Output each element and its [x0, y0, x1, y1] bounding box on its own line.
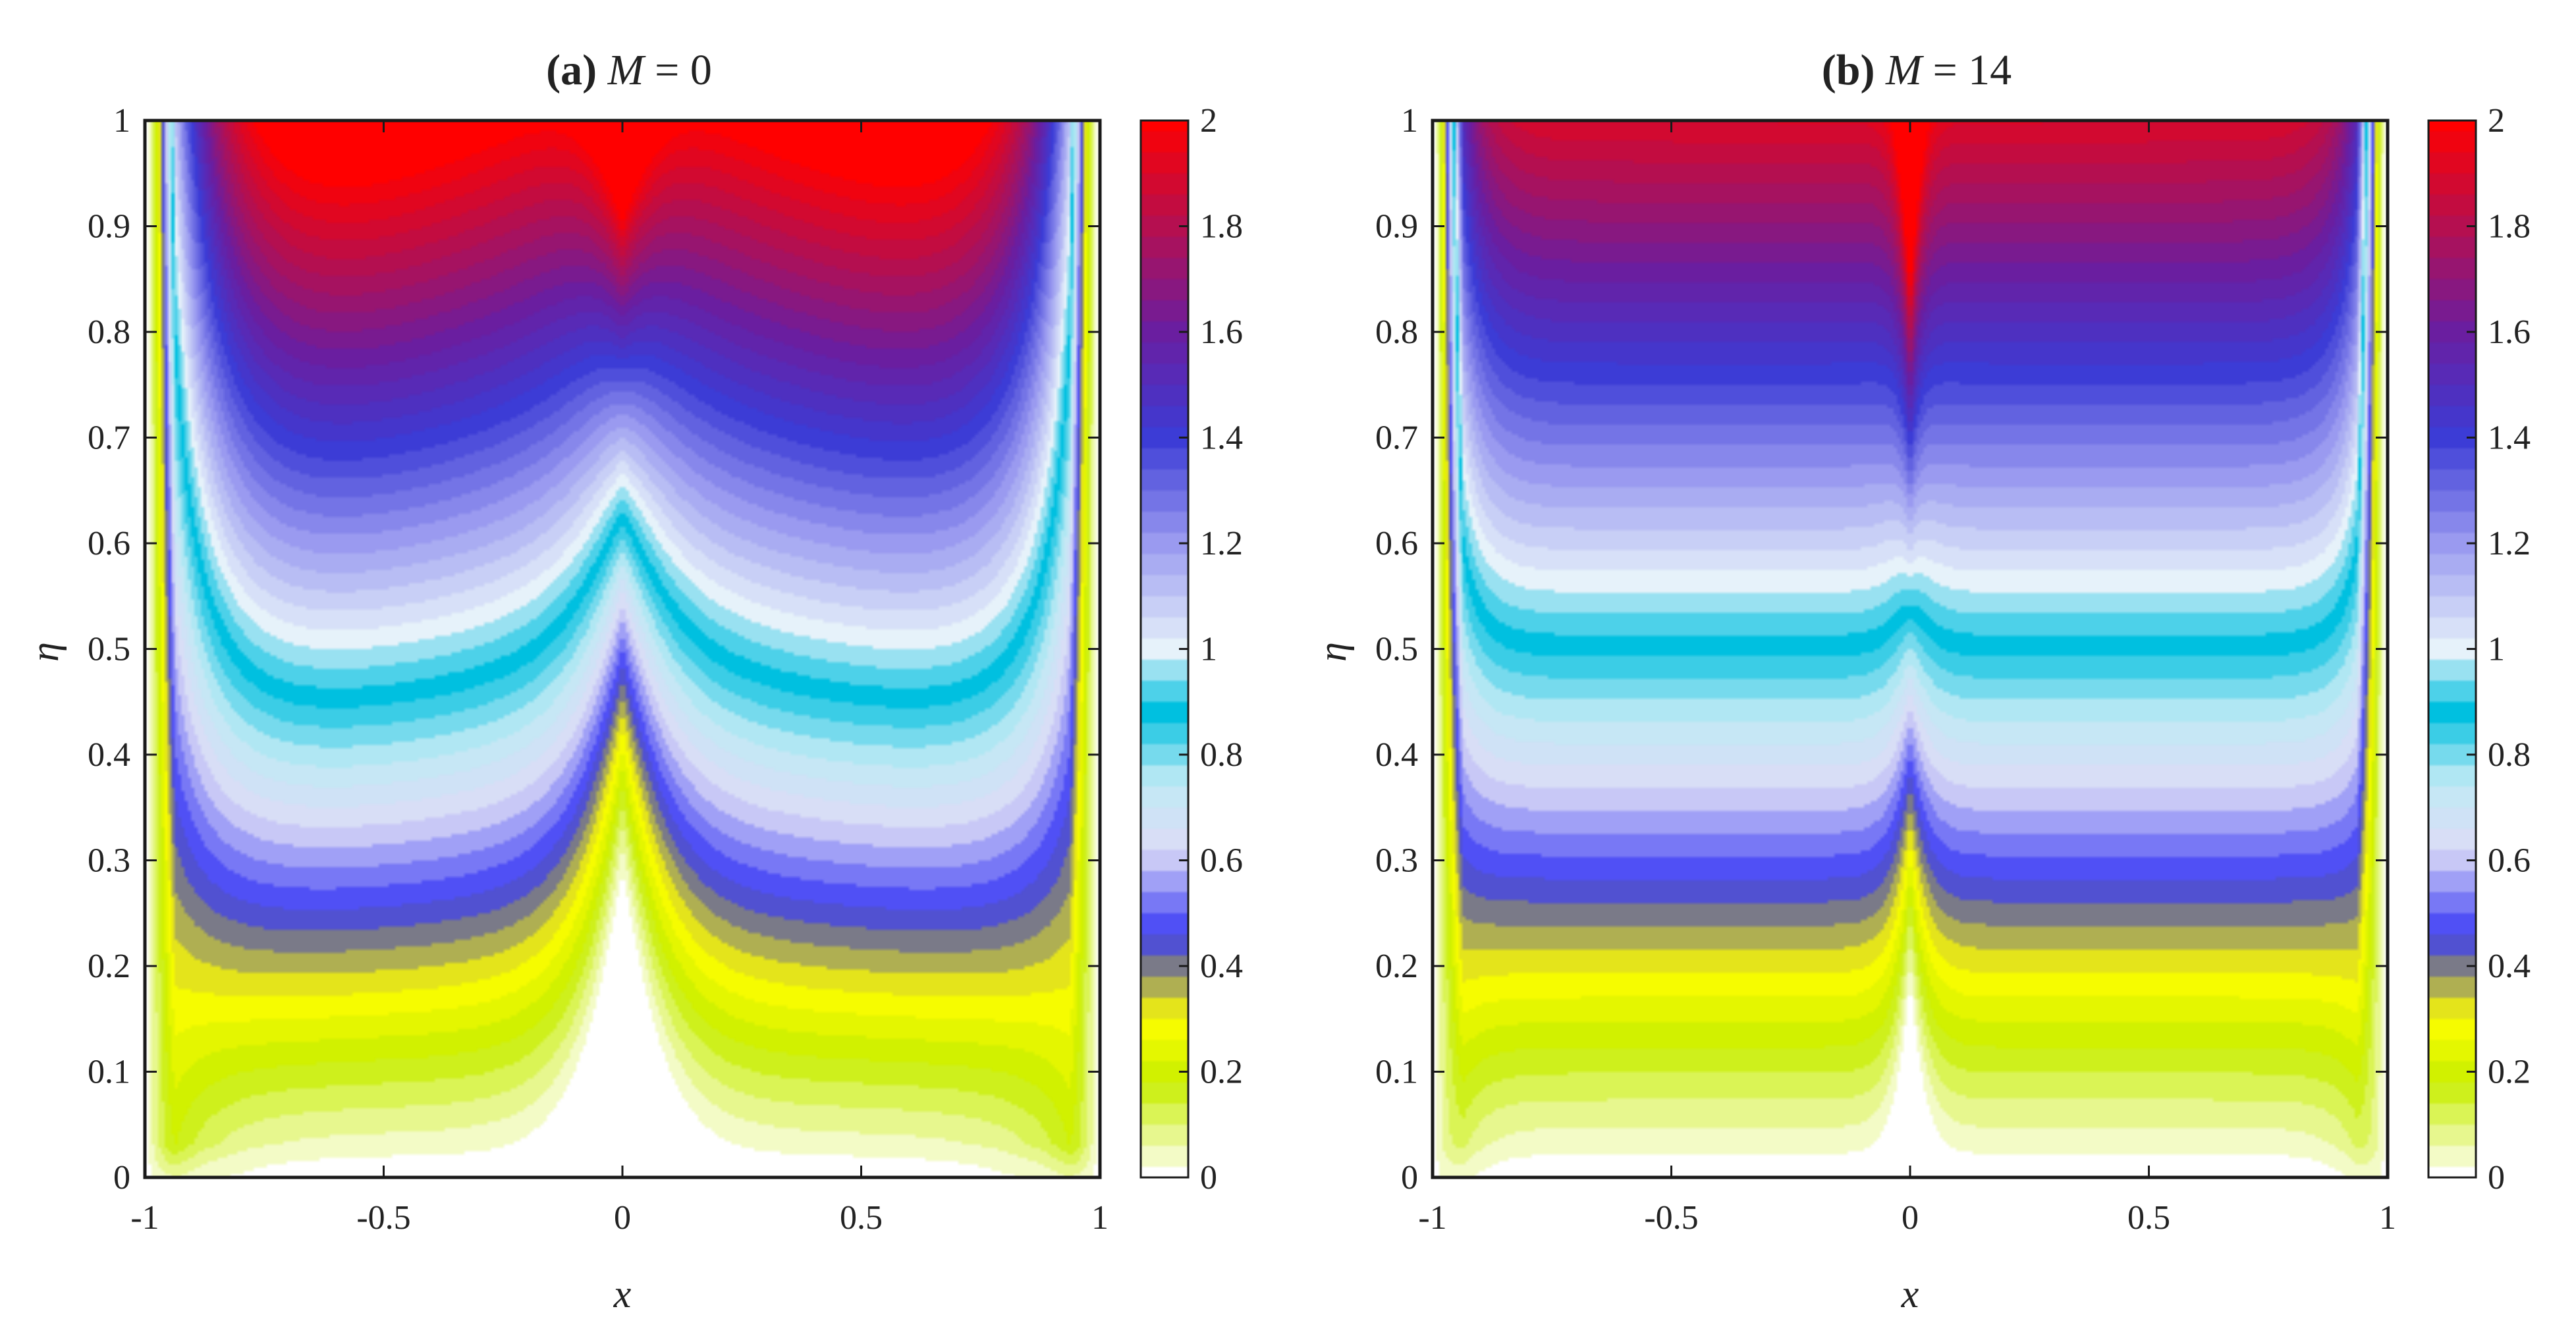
x-axis-label: x — [1901, 1272, 1919, 1316]
y-axis-label: η — [23, 642, 67, 662]
y-tick-label: 0.8 — [1375, 313, 1418, 351]
colorbar-tick-label: 0 — [2488, 1159, 2505, 1196]
chart-title: (b) M = 14 — [1822, 46, 2012, 94]
colorbar-tick-label: 1.8 — [2488, 208, 2531, 246]
y-tick-label: 0 — [1401, 1159, 1418, 1196]
x-tick-label: 0 — [614, 1199, 631, 1237]
y-axis-label: η — [1311, 642, 1354, 662]
title-tag: (a) — [546, 46, 597, 94]
y-tick-label: 0.2 — [1375, 948, 1418, 985]
x-axis: -1 -0.5 0 0.5 1 — [130, 121, 1109, 1237]
y-tick-label: 0.6 — [1375, 525, 1418, 562]
y-tick-label: 0 — [113, 1159, 130, 1196]
y-tick-label: 0.4 — [88, 736, 130, 774]
chart-a: (a) M = 0 -1 -0.5 0 0.5 1 0 0.1 0.2 0.3 0.4 0.5 0.… — [23, 46, 1243, 1316]
y-tick-label: 0.7 — [88, 419, 130, 457]
colorbar-tick-label: 0.8 — [1200, 736, 1243, 774]
y-tick-label: 0.9 — [1375, 208, 1418, 246]
x-axis: -1 -0.5 0 0.5 1 — [1418, 121, 2396, 1237]
title-value: = 14 — [1922, 46, 2012, 94]
x-tick-label: -0.5 — [1644, 1199, 1698, 1237]
y-tick-label: 0.5 — [88, 631, 130, 668]
colorbar-tick-label: 1.4 — [1200, 419, 1243, 457]
y-tick-label: 0.1 — [88, 1054, 130, 1091]
y-tick-label: 0.3 — [88, 842, 130, 880]
x-tick-label: 1 — [1091, 1199, 1109, 1237]
chart-b: (b) M = 14 -1 -0.5 0 0.5 1 00.10.20.30.40.50… — [1311, 46, 2531, 1316]
colorbar-tick-label: 1.6 — [2488, 313, 2531, 351]
y-tick-label: 0.4 — [1375, 736, 1418, 774]
colorbar-tick-label: 1.2 — [1200, 525, 1243, 562]
colorbar-tick-label: 2 — [2488, 102, 2505, 140]
colorbar-tick-label: 2 — [1200, 102, 1217, 140]
colorbar-tick-label: 1 — [1200, 631, 1217, 668]
y-tick-label: 0.6 — [88, 525, 130, 562]
chart-title: (a) M = 0 — [546, 46, 712, 94]
y-tick-label: 0.2 — [88, 948, 130, 985]
colorbar-tick-label: 0.2 — [1200, 1054, 1243, 1091]
y-tick-label: 0.9 — [88, 208, 130, 246]
colorbar-tick-label: 0 — [1200, 1159, 1217, 1196]
title-value: = 0 — [644, 46, 712, 94]
x-tick-label: 0.5 — [2127, 1199, 2170, 1237]
y-tick-label: 0.3 — [1375, 842, 1418, 880]
colorbar-axis: 0 0.2 0.4 0.6 0.8 1 1.2 1.4 1.6 1.8 2 — [1179, 102, 1243, 1196]
y-tick-label: 0.8 — [88, 313, 130, 351]
colorbar-tick-label: 1.8 — [1200, 208, 1243, 246]
colorbar-tick-label: 1.6 — [1200, 313, 1243, 351]
x-tick-label: -1 — [1418, 1199, 1446, 1237]
x-axis-label: x — [613, 1272, 632, 1316]
y-tick-label: 1 — [1401, 102, 1418, 140]
x-tick-label: -0.5 — [356, 1199, 410, 1237]
heatmap-image — [145, 121, 1100, 1177]
y-axis: 0 0.1 0.2 0.3 0.4 0.5 0.6 0.7 0.8 0.9 1 — [1375, 102, 2388, 1196]
panel-a: (a) M = 0 -1 -0.5 0 0.5 1 0 0.1 0.2 0.3 0.4 0.5 0.… — [0, 0, 1288, 1341]
panel-b: (b) M = 14 -1 -0.5 0 0.5 1 0 0.1 0.2 0.3 0.4 0.5 0… — [1288, 0, 2575, 1341]
colorbar-tick-label: 0.4 — [1200, 948, 1243, 985]
colorbar-tick-label: 0.4 — [2488, 948, 2531, 985]
colorbar-tick-label: 0.8 — [2488, 736, 2531, 774]
y-tick-label: 0.5 — [1375, 631, 1418, 668]
x-tick-label: -1 — [130, 1199, 159, 1237]
colorbar-tick-label: 0.6 — [2488, 842, 2531, 880]
colorbar-tick-label: 0.6 — [1200, 842, 1243, 880]
y-tick-label: 1 — [113, 102, 130, 140]
colorbar-tick-label: 0.2 — [2488, 1054, 2531, 1091]
heatmap-image — [1433, 121, 2388, 1177]
title-tag: (b) — [1822, 46, 1875, 94]
y-tick-label: 0.7 — [1375, 419, 1418, 457]
colorbar-tick-label: 1.4 — [2488, 419, 2531, 457]
title-symbol: M — [1885, 46, 1925, 94]
colorbar-axis: 0 0.2 0.4 0.6 0.8 1 1.2 1.4 1.6 1.8 2 — [2467, 102, 2531, 1196]
x-tick-label: 0 — [1902, 1199, 1919, 1237]
colorbar-tick-label: 1.2 — [2488, 525, 2531, 562]
x-tick-label: 0.5 — [840, 1199, 883, 1237]
y-axis: 0 0.1 0.2 0.3 0.4 0.5 0.6 0.7 0.8 0.9 1 — [88, 102, 1100, 1196]
x-tick-label: 1 — [2379, 1199, 2396, 1237]
title-symbol: M — [607, 46, 647, 94]
y-tick-label: 0.1 — [1375, 1054, 1418, 1091]
colorbar-tick-label: 1 — [2488, 631, 2505, 668]
